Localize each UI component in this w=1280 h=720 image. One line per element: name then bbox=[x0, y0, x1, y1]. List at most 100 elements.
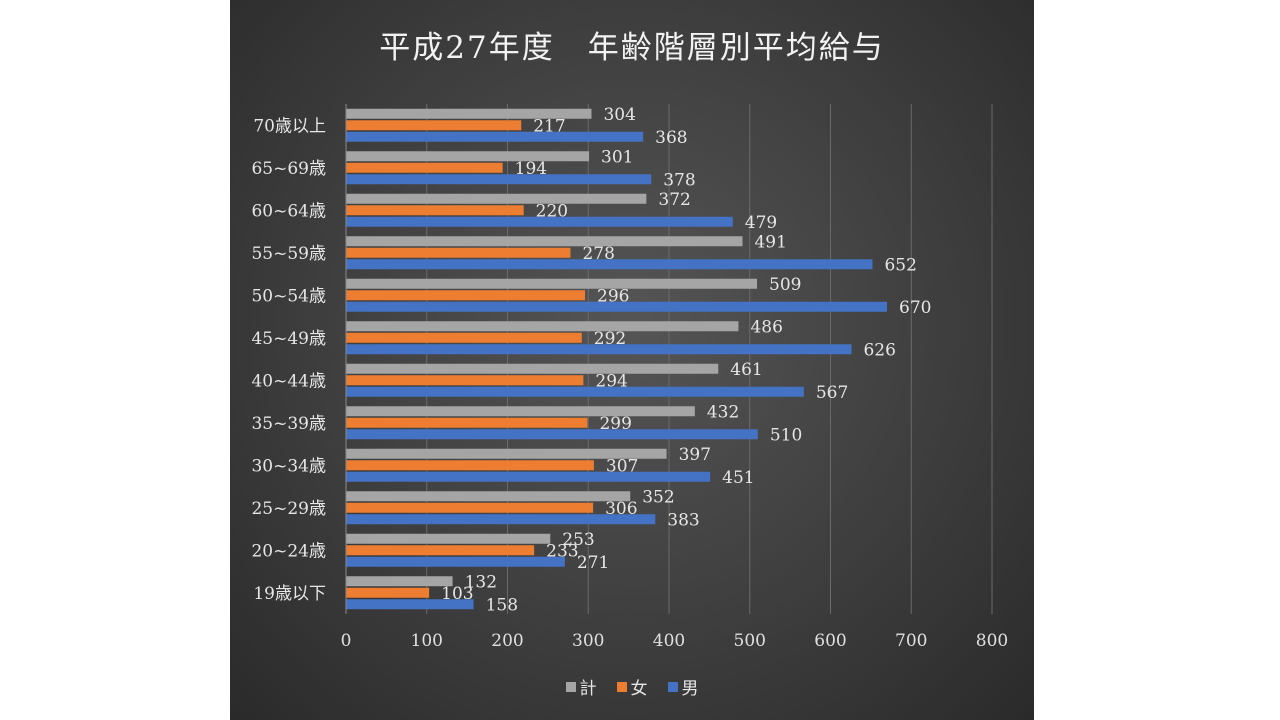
category-label: 40~44歳 bbox=[251, 371, 326, 391]
x-tick-label: 100 bbox=[411, 631, 443, 651]
bar bbox=[346, 151, 590, 162]
x-tick-label: 700 bbox=[895, 631, 927, 651]
bar bbox=[346, 491, 631, 502]
bar bbox=[346, 278, 758, 289]
legend-label: 女 bbox=[630, 679, 648, 699]
bar bbox=[346, 533, 551, 544]
bar bbox=[346, 216, 733, 227]
bar bbox=[346, 448, 667, 459]
chart-title: 平成27年度 年齢階層別平均給与 bbox=[379, 30, 885, 66]
category-label: 20~24歳 bbox=[251, 541, 326, 561]
legend-item: 男 bbox=[667, 674, 699, 699]
data-label: 670 bbox=[899, 298, 931, 318]
x-tick-label: 0 bbox=[341, 631, 352, 651]
legend-label: 計 bbox=[579, 679, 597, 699]
data-label: 372 bbox=[658, 190, 690, 210]
bar bbox=[346, 332, 582, 343]
chart-panel: 平成27年度 年齢階層別平均給与 0 100 200 300 400 500 600 700 8… bbox=[230, 0, 1034, 720]
category-label: 35~39歳 bbox=[251, 414, 326, 434]
bar bbox=[346, 386, 804, 397]
bar bbox=[346, 290, 586, 301]
data-label: 352 bbox=[642, 487, 674, 507]
bar bbox=[346, 514, 656, 525]
bar bbox=[346, 375, 584, 386]
data-label: 132 bbox=[465, 572, 497, 592]
data-label: 233 bbox=[546, 541, 578, 561]
data-label: 567 bbox=[816, 383, 848, 403]
data-label: 304 bbox=[603, 105, 635, 125]
data-label: 292 bbox=[594, 329, 626, 349]
bar bbox=[346, 471, 711, 482]
x-tick-label: 200 bbox=[491, 631, 523, 651]
legend-swatch bbox=[616, 681, 627, 692]
legend-item: 計 bbox=[565, 674, 597, 699]
legend-swatch bbox=[667, 681, 678, 692]
category-label: 45~49歳 bbox=[251, 329, 326, 349]
data-label: 299 bbox=[599, 414, 631, 434]
data-label: 294 bbox=[595, 371, 627, 391]
x-tick-label: 300 bbox=[572, 631, 604, 651]
bar bbox=[346, 429, 758, 440]
bar bbox=[346, 460, 594, 471]
x-tick-label: 800 bbox=[976, 631, 1008, 651]
category-label: 50~54歳 bbox=[251, 286, 326, 306]
bar bbox=[346, 406, 695, 417]
category-label: 70歳以上 bbox=[253, 116, 326, 136]
bar bbox=[346, 599, 474, 610]
data-label: 368 bbox=[655, 128, 687, 148]
data-label: 158 bbox=[486, 595, 518, 615]
category-label: 65~69歳 bbox=[251, 159, 326, 179]
bar bbox=[346, 131, 644, 142]
bar bbox=[346, 301, 888, 312]
data-label: 479 bbox=[745, 213, 777, 233]
bar bbox=[346, 162, 503, 173]
category-label: 55~59歳 bbox=[251, 244, 326, 264]
x-tick-label: 500 bbox=[734, 631, 766, 651]
data-label: 217 bbox=[533, 116, 565, 136]
category-label: 30~34歳 bbox=[251, 456, 326, 476]
bar bbox=[346, 193, 647, 204]
bar bbox=[346, 108, 592, 119]
bar bbox=[346, 259, 873, 270]
x-tick-label: 600 bbox=[814, 631, 846, 651]
legend-label: 男 bbox=[681, 679, 699, 699]
data-label: 301 bbox=[601, 147, 633, 167]
bar bbox=[346, 205, 524, 216]
data-label: 253 bbox=[562, 530, 594, 550]
data-label: 307 bbox=[606, 456, 638, 476]
chart-legend: 計女男 bbox=[230, 674, 1034, 699]
data-label: 194 bbox=[515, 159, 547, 179]
bar bbox=[346, 417, 588, 428]
data-label: 626 bbox=[863, 340, 895, 360]
chart-plot: 0 100 200 300 400 500 600 700 800 70歳以上 304 217 368 6… bbox=[251, 104, 1008, 651]
data-label: 103 bbox=[441, 584, 473, 604]
bar bbox=[346, 363, 719, 374]
bar bbox=[346, 236, 743, 247]
data-label: 461 bbox=[730, 360, 762, 380]
bar bbox=[346, 120, 522, 131]
x-tick-label: 400 bbox=[653, 631, 685, 651]
data-label: 509 bbox=[769, 275, 801, 295]
data-label: 296 bbox=[597, 286, 629, 306]
category-label: 60~64歳 bbox=[251, 201, 326, 221]
legend-swatch bbox=[565, 681, 576, 692]
data-label: 278 bbox=[582, 244, 614, 264]
bar bbox=[346, 174, 652, 185]
data-label: 451 bbox=[722, 468, 754, 488]
bar bbox=[346, 344, 852, 355]
bar bbox=[346, 556, 565, 567]
data-label: 271 bbox=[577, 553, 609, 573]
category-label: 19歳以下 bbox=[253, 584, 326, 604]
data-label: 486 bbox=[750, 317, 782, 337]
bar bbox=[346, 545, 535, 556]
data-label: 491 bbox=[754, 232, 786, 252]
data-label: 652 bbox=[884, 255, 916, 275]
data-label: 378 bbox=[663, 170, 695, 190]
bar bbox=[346, 576, 453, 587]
bar bbox=[346, 502, 594, 513]
data-label: 220 bbox=[536, 201, 568, 221]
category-label: 25~29歳 bbox=[251, 499, 326, 519]
bar bbox=[346, 587, 430, 598]
data-label: 306 bbox=[605, 499, 637, 519]
data-label: 383 bbox=[667, 510, 699, 530]
